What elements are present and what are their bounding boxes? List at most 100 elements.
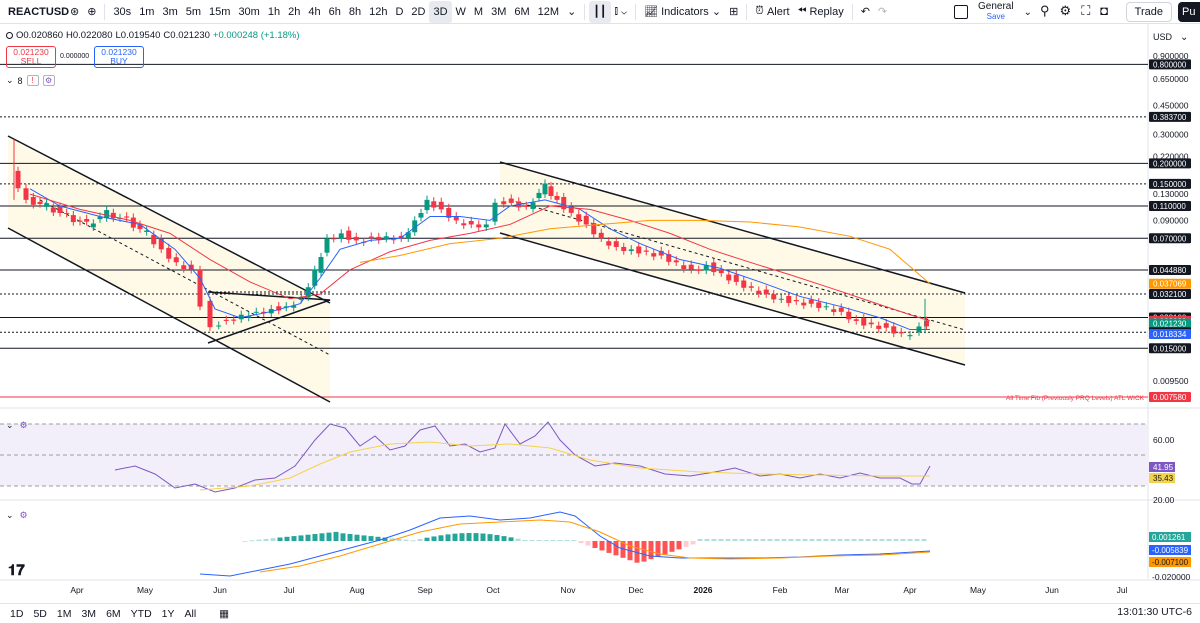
fullscreen-icon[interactable]: ⛶ [1081,3,1091,18]
interval-12M[interactable]: 12M [537,5,560,18]
candle-body [104,210,110,219]
macd-settings-icon: ⚙ [19,510,28,520]
channel-upper-line [499,161,966,294]
interval-3D[interactable]: 3D [429,0,452,23]
macd-histogram-bar [361,535,367,541]
candle-body [412,220,418,233]
interval-8h[interactable]: 8h [348,5,362,18]
candle-body [606,241,612,246]
interval-M[interactable]: M [473,5,484,18]
compare-icon[interactable]: ⊛ [70,6,80,18]
indicator-count: 8 [17,75,23,86]
candle-body [57,206,63,214]
settings-icon[interactable]: ⚙ [1059,3,1072,18]
candle-body [223,319,229,321]
interval-dropdown-icon[interactable]: ⌄ [567,6,577,18]
macd-value-box [1149,532,1191,542]
macd-histogram-bar [795,539,801,541]
price-label-box [1149,278,1191,289]
indicators-label: Indicators [661,5,709,18]
candle-body [376,236,382,241]
macd-histogram-bar [347,534,353,541]
trade-button[interactable]: Trade [1125,2,1172,22]
macd-signal-line [259,519,931,573]
interval-3m[interactable]: 3m [162,5,178,18]
interval-15m[interactable]: 15m [209,5,231,18]
replay-button[interactable]: ⏪︎ Replay [794,1,848,23]
candle-body [658,250,664,256]
price-label: 0.018334 [1153,330,1187,339]
range-all[interactable]: All [184,607,197,620]
candle-body [771,294,777,300]
range-3m[interactable]: 3M [81,607,97,620]
sell-button[interactable]: 0.021230 SELL [6,46,56,68]
candle-body [763,289,769,295]
interval-2D[interactable]: 2D [411,5,426,18]
chart-canvas[interactable]: USD ⌄ All Time Fib (Previously PRQ Levels)… [0,24,1200,603]
candle-body [681,265,687,270]
interval-D[interactable]: D [395,5,404,18]
symbol-search[interactable]: REACTUSD [8,5,70,18]
indicator-toggle[interactable]: ⌄ 8 ! ⚙ [6,75,55,86]
time-axis-label: Mar [835,585,850,595]
candle-body [298,298,304,300]
candle-style-icon[interactable]: ┃┃ [589,0,611,23]
bar-style-icon[interactable]: ⫾ ⌄ [614,5,628,17]
add-symbol-icon[interactable]: ⊕ [87,6,97,18]
macd-histogram-bar [564,540,570,541]
range-buttons: 1D 5D 1M 3M 6M YTD 1Y All [0,608,201,620]
range-1y[interactable]: 1Y [161,607,175,620]
interval-1h[interactable]: 1h [267,5,281,18]
camera-icon[interactable]: ◘ [1100,3,1109,18]
interval-6h[interactable]: 6h [328,5,341,18]
range-1m[interactable]: 1M [56,607,72,620]
interval-6M[interactable]: 6M [514,5,530,18]
macd-histogram-bar [858,539,864,541]
macd-histogram-bar [403,539,409,541]
candle-body [756,290,762,294]
macd-histogram-bar [480,533,486,541]
macd-pane-controls[interactable]: ⌄ ⚙ [6,510,28,521]
alert-button[interactable]: ⏰︎ Alert [751,1,793,23]
interval-2h[interactable]: 2h [288,5,301,18]
redo-icon[interactable]: ↷ [877,6,888,18]
price-label: 0.200000 [1153,159,1187,168]
rsi-line [114,421,931,493]
macd-histogram-bar [662,541,668,555]
candle-body [207,300,213,328]
interval-30s[interactable]: 30s [113,5,132,18]
macd-histogram-bar [389,538,395,541]
layout-menu[interactable]: General Save ⌄ [954,2,1032,22]
macd-histogram-bar [571,540,577,541]
interval-1m[interactable]: 1m [139,5,155,18]
calendar-icon[interactable]: ▦ [219,607,230,620]
collapse-icon: ⌄ [6,510,14,520]
candle-body [613,241,619,247]
candle-body [718,269,724,274]
candle-body [173,257,179,263]
templates-icon[interactable]: ⊞ [729,6,739,18]
interval-30m[interactable]: 30m [238,5,260,18]
indicators-button[interactable]: 📈︎ Indicators ⌄ [644,5,722,19]
range-1d[interactable]: 1D [10,607,24,620]
currency-dropdown-icon: ⌄ [1180,32,1188,43]
divider [746,3,748,20]
range-ytd[interactable]: YTD [130,607,152,620]
macd-histogram-bar [319,533,325,541]
range-5d[interactable]: 5D [33,607,47,620]
interval-W[interactable]: W [455,5,466,18]
range-6m[interactable]: 6M [106,607,121,620]
interval-4h[interactable]: 4h [308,5,321,18]
candle-body [312,269,318,286]
publish-button[interactable]: Pu [1178,2,1200,22]
interval-3M[interactable]: 3M [491,5,507,18]
interval-5m[interactable]: 5m [185,5,202,18]
price-tick-label: 0.650000 [1153,74,1189,84]
rsi-pane-controls[interactable]: ⌄ ⚙ [6,420,28,431]
interval-12h[interactable]: 12h [369,5,388,18]
buy-button[interactable]: 0.021230 BUY [94,46,144,68]
undo-icon[interactable]: ↶ [860,6,870,18]
quick-search-icon[interactable]: ⚲ [1040,3,1050,18]
candle-body [181,265,187,270]
candle-body [276,306,282,311]
